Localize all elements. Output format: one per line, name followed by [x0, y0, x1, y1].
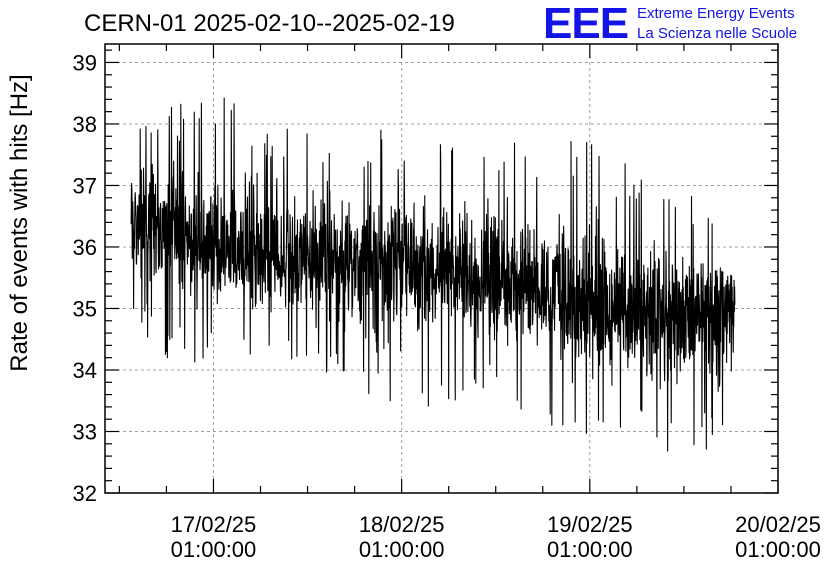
y-tick-label: 34: [73, 358, 97, 383]
series-line-0: [130, 97, 736, 452]
x-tick-label-time: 01:00:00: [359, 537, 445, 562]
logo-caption-line1: Extreme Energy Events: [637, 5, 795, 22]
plot-frame: [104, 43, 779, 494]
x-tick-label-date: 17/02/25: [171, 512, 257, 537]
series-layer: [130, 97, 736, 452]
x-tick-label-time: 01:00:00: [171, 537, 257, 562]
y-tick-label: 32: [73, 481, 97, 506]
y-tick-label: 35: [73, 296, 97, 321]
y-tick-label: 37: [73, 173, 97, 198]
chart-title: CERN-01 2025-02-10--2025-02-19: [84, 10, 455, 37]
x-tick-label-time: 01:00:00: [735, 537, 821, 562]
y-axis-label: Rate of events with hits [Hz]: [6, 74, 33, 372]
y-tick-label: 33: [73, 419, 97, 444]
x-tick-label-time: 01:00:00: [547, 537, 633, 562]
tick-marks: [105, 44, 779, 494]
eee-logo: EEE: [543, 0, 629, 48]
y-tick-label: 38: [73, 112, 97, 137]
x-tick-label-date: 19/02/25: [547, 512, 633, 537]
x-tick-label-date: 20/02/25: [735, 512, 821, 537]
y-tick-label: 39: [73, 50, 97, 75]
x-tick-label-date: 18/02/25: [359, 512, 445, 537]
logo-caption: Extreme Energy Events La Scienza nelle S…: [637, 4, 797, 44]
y-tick-label: 36: [73, 235, 97, 260]
logo-caption-line2: La Scienza nelle Scuole: [637, 25, 798, 42]
tick-labels: 323334353637383917/02/2501:00:0018/02/25…: [73, 50, 821, 562]
axes: [104, 43, 779, 494]
